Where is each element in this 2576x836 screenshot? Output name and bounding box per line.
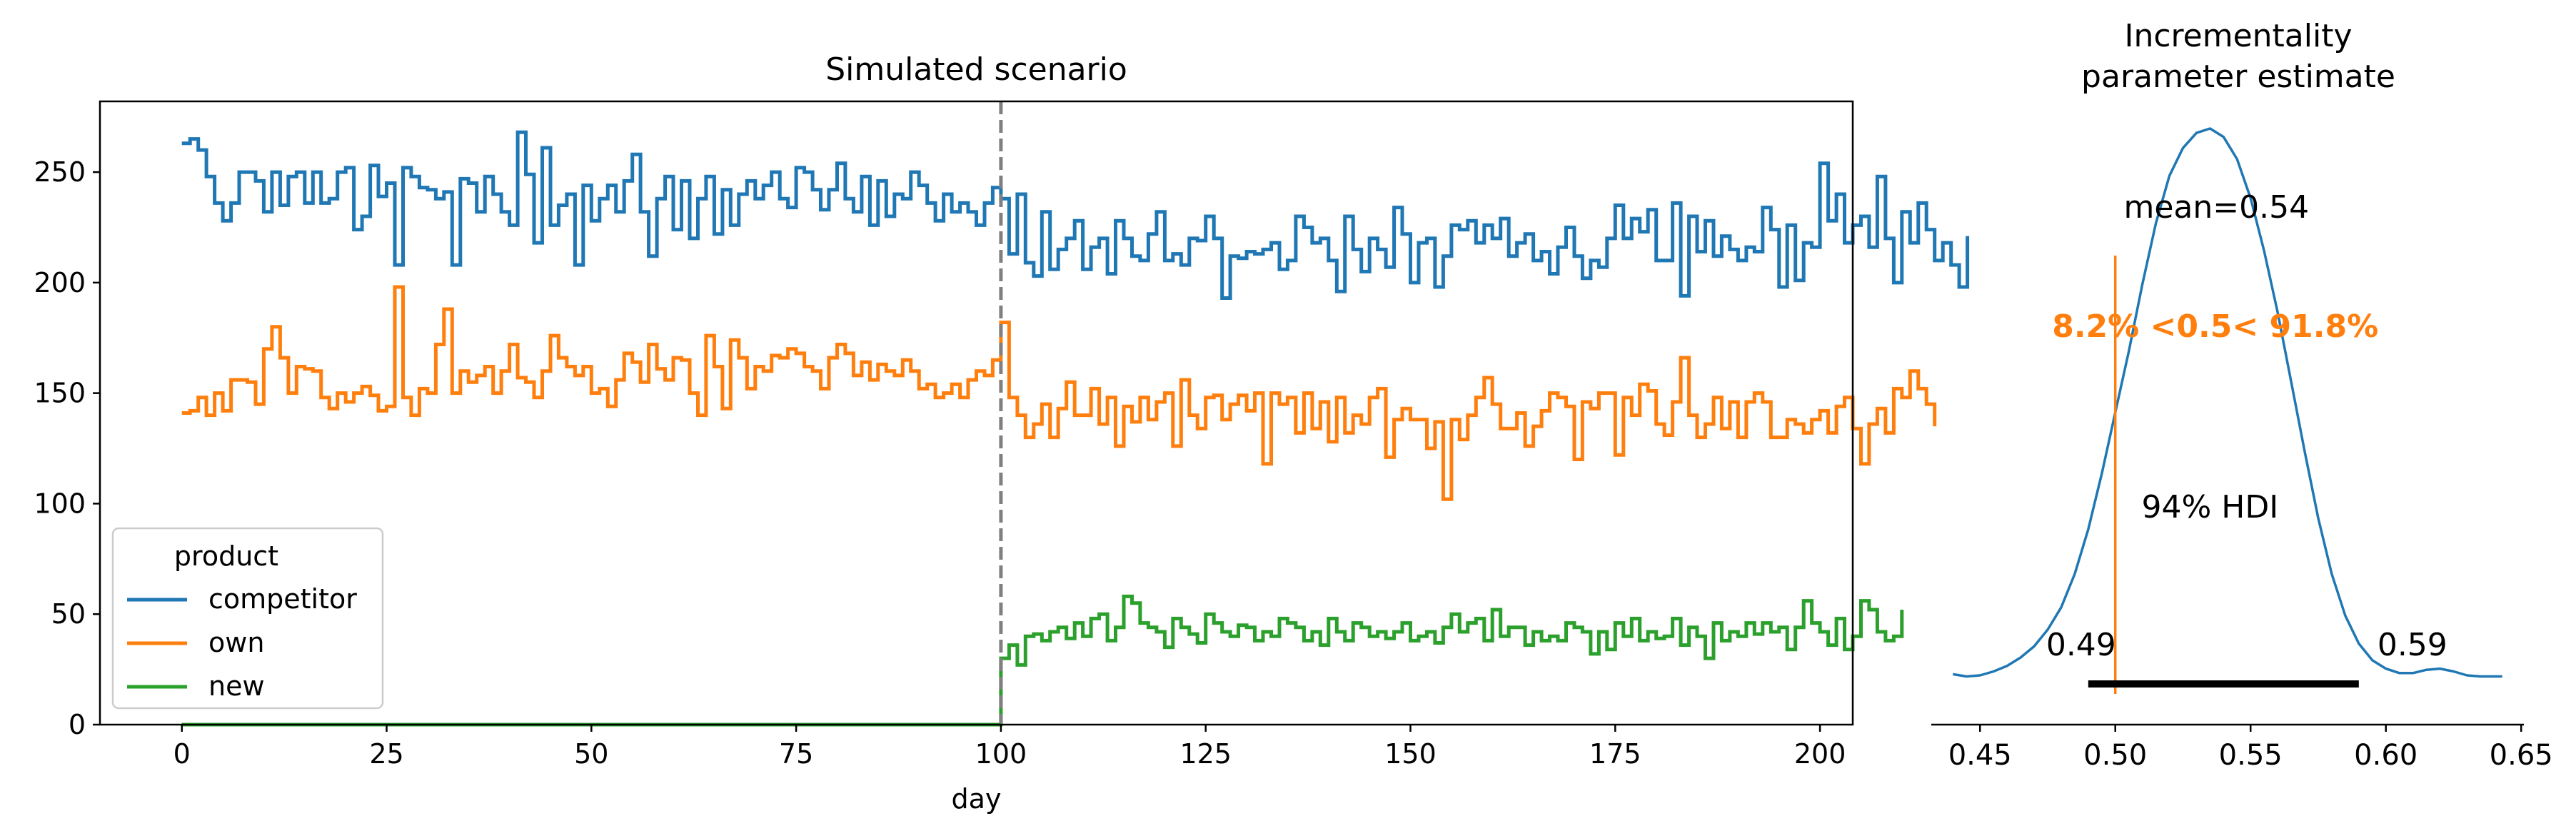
x-tick-label: 50	[574, 738, 608, 770]
x-tick-label: 100	[975, 738, 1027, 770]
y-tick-label: 100	[34, 488, 86, 519]
legend-label-own: own	[208, 627, 264, 658]
legend-title: product	[174, 540, 278, 572]
x-tick-label: 125	[1179, 738, 1232, 770]
x-axis-label: day	[952, 783, 1002, 815]
y-tick-label: 50	[51, 598, 86, 630]
incrementality-posterior-panel: Incrementality parameter estimate 0.45 0.…	[1931, 18, 2553, 772]
legend-label-competitor: competitor	[208, 583, 357, 615]
density-plot-area	[1931, 127, 2524, 726]
x-tick-label: 0.55	[2219, 739, 2283, 772]
series-line-competitor	[181, 130, 1970, 300]
reference-value-annotation: 8.2% <0.5< 91.8%	[2052, 308, 2378, 345]
chart-title-line-2: parameter estimate	[2081, 59, 2395, 95]
series-line-new	[181, 594, 1904, 727]
x-axis-ticks: 0.45 0.50 0.55 0.60 0.65	[1948, 725, 2553, 772]
y-tick-label: 150	[34, 378, 86, 409]
legend-label-new: new	[208, 670, 265, 702]
x-tick-label: 0.50	[2083, 739, 2147, 772]
x-tick-label: 0	[173, 738, 191, 770]
x-tick-label: 0.45	[1948, 739, 2012, 772]
series-line-own	[181, 285, 1937, 501]
hdi-upper-bound-label: 0.59	[2378, 627, 2447, 663]
plot-area	[181, 101, 1970, 727]
y-tick-label: 0	[69, 709, 86, 740]
chart-title: Simulated scenario	[825, 51, 1127, 88]
mean-annotation: mean=0.54	[2124, 189, 2310, 226]
hdi-lower-bound-label: 0.49	[2046, 627, 2116, 663]
x-tick-label: 0.60	[2354, 739, 2417, 772]
axes-frame	[99, 100, 1854, 726]
x-tick-label: 25	[369, 738, 403, 770]
y-tick-label: 250	[34, 156, 86, 188]
x-tick-label: 175	[1589, 738, 1641, 770]
x-tick-label: 200	[1794, 738, 1846, 770]
legend: product competitor own new	[111, 527, 384, 710]
x-tick-label: 75	[779, 738, 813, 770]
hdi-annotation: 94% HDI	[2141, 489, 2278, 525]
y-tick-label: 200	[34, 267, 86, 298]
simulated-scenario-panel: Simulated scenario 0 25 50 75 100 125 150 175 20…	[34, 51, 1970, 815]
legend-box	[111, 527, 384, 710]
x-tick-label: 0.65	[2490, 739, 2553, 772]
axes-border	[99, 100, 1854, 726]
chart-title-line-1: Incrementality	[2124, 18, 2352, 54]
x-axis-ticks: 0 25 50 75 100 125 150 175 200	[173, 725, 1846, 770]
x-tick-label: 150	[1384, 738, 1437, 770]
posterior-density-curve	[1953, 127, 2502, 678]
y-axis-ticks: 0 50 100 150 200 250	[34, 156, 100, 740]
